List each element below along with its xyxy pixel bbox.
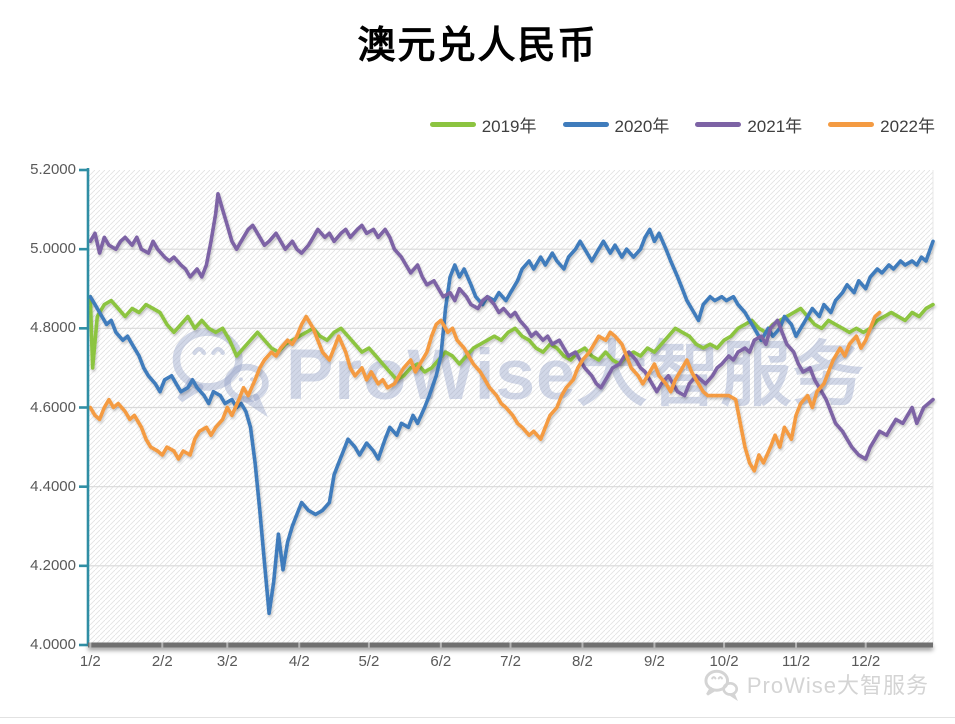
legend-item-2021: 2021年 bbox=[695, 112, 802, 137]
bottom-divider bbox=[0, 717, 955, 718]
legend-swatch-2020 bbox=[562, 122, 609, 127]
x-tick-label: 9/2 bbox=[643, 653, 665, 670]
legend-item-2020: 2020年 bbox=[562, 112, 670, 137]
legend-item-2022: 2022年 bbox=[828, 112, 935, 137]
y-tick-label: 5.0000 bbox=[30, 240, 76, 258]
x-tick-label: 11/2 bbox=[781, 653, 811, 670]
watermark-text: ProWise大智服务 bbox=[286, 336, 865, 415]
y-tick-label: 4.6000 bbox=[30, 398, 76, 416]
x-tick-label: 2/2 bbox=[151, 653, 173, 670]
footer-brand: ProWise大智服务 bbox=[703, 667, 929, 701]
legend-swatch-2022 bbox=[828, 122, 875, 127]
y-tick-label: 4.4000 bbox=[30, 477, 76, 495]
x-tick-label: 5/2 bbox=[358, 653, 380, 670]
legend-label-2021: 2021年 bbox=[747, 117, 803, 136]
wechat-icon-footer bbox=[704, 669, 738, 701]
x-tick-label: 1/2 bbox=[79, 653, 101, 670]
x-tick-label: 6/2 bbox=[430, 653, 452, 670]
y-tick-label: 4.2000 bbox=[30, 556, 76, 574]
legend-swatch-2021 bbox=[695, 122, 742, 127]
legend-label-2019: 2019年 bbox=[481, 117, 537, 136]
legend-item-2019: 2019年 bbox=[429, 112, 537, 137]
x-tick-label: 10/2 bbox=[709, 653, 739, 670]
wechat-icon-watermark bbox=[172, 328, 269, 418]
legend-label-2022: 2022年 bbox=[880, 117, 935, 136]
legend-swatch-2019 bbox=[429, 122, 476, 127]
x-tick-label: 4/2 bbox=[288, 653, 310, 670]
y-tick-label: 4.0000 bbox=[30, 636, 76, 653]
chart-title: 澳元兑人民币 bbox=[357, 25, 598, 67]
footer-brand-text: ProWise大智服务 bbox=[746, 673, 929, 698]
watermark: ProWise大智服务 bbox=[168, 318, 864, 420]
legend: 2019年 2020年 2021年 2022年 bbox=[429, 112, 935, 137]
legend-label-2020: 2020年 bbox=[614, 117, 670, 136]
y-tick-label: 4.8000 bbox=[30, 319, 76, 337]
x-tick-label: 3/2 bbox=[216, 653, 238, 670]
x-tick-label: 8/2 bbox=[572, 653, 593, 670]
x-tick-label: 12/2 bbox=[851, 653, 881, 670]
x-tick-label: 7/2 bbox=[500, 653, 521, 670]
y-tick-label: 5.2000 bbox=[30, 161, 76, 178]
